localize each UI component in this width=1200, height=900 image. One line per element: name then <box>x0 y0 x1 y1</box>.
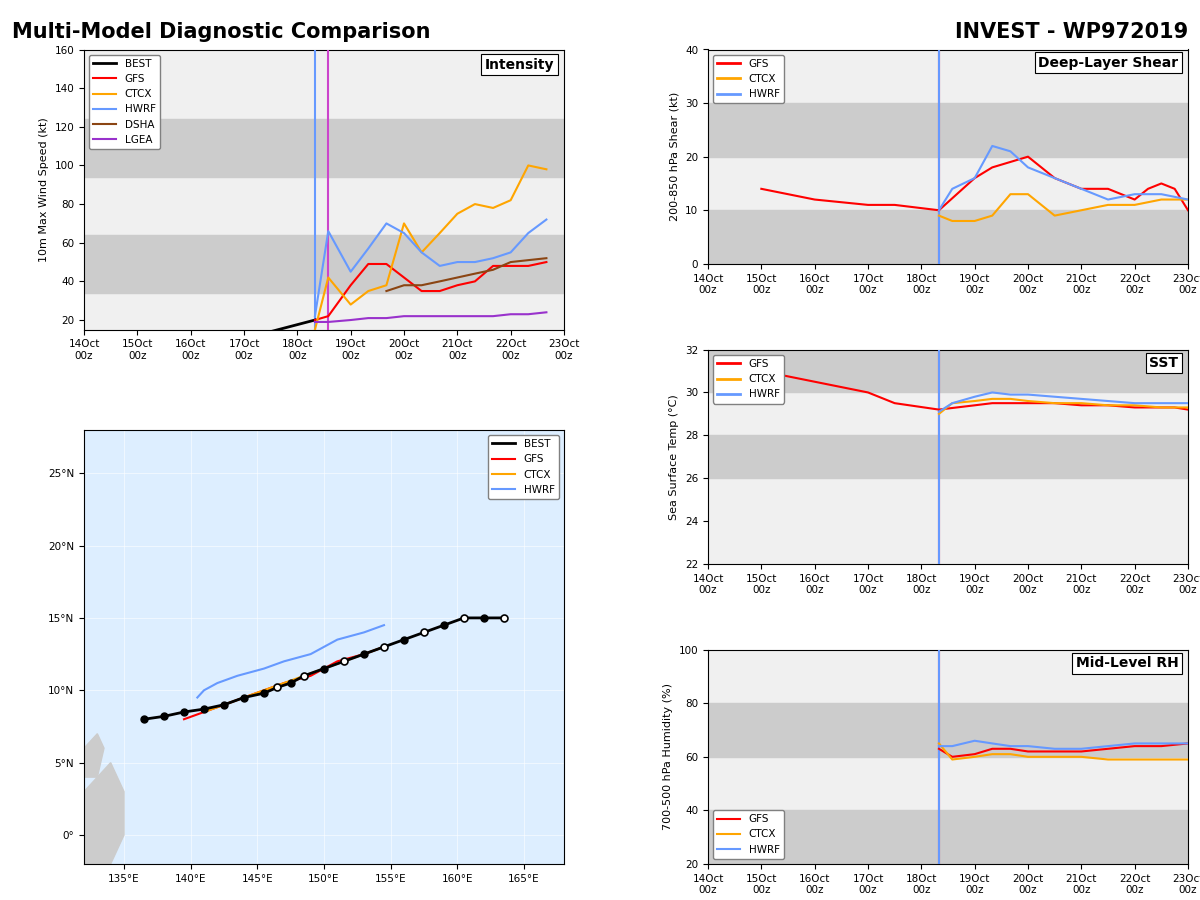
Polygon shape <box>84 734 104 777</box>
Legend: GFS, CTCX, HWRF: GFS, CTCX, HWRF <box>713 810 784 859</box>
Bar <box>708 703 1188 757</box>
Y-axis label: 200-850 hPa Shear (kt): 200-850 hPa Shear (kt) <box>670 92 679 221</box>
Y-axis label: 700-500 hPa Humidity (%): 700-500 hPa Humidity (%) <box>664 683 673 831</box>
Bar <box>708 349 1188 392</box>
Y-axis label: 10m Max Wind Speed (kt): 10m Max Wind Speed (kt) <box>38 117 49 262</box>
Text: SST: SST <box>1150 356 1178 370</box>
Bar <box>708 104 1188 157</box>
Text: Track: Track <box>512 443 554 456</box>
Text: CIRA: CIRA <box>16 868 48 882</box>
Bar <box>708 810 1188 864</box>
Text: Multi-Model Diagnostic Comparison: Multi-Model Diagnostic Comparison <box>12 22 431 42</box>
Text: INVEST - WP972019: INVEST - WP972019 <box>955 22 1188 42</box>
Bar <box>708 436 1188 478</box>
Text: Intensity: Intensity <box>485 58 554 72</box>
Bar <box>84 119 564 177</box>
Bar <box>84 235 564 293</box>
Legend: BEST, GFS, CTCX, HWRF: BEST, GFS, CTCX, HWRF <box>488 435 559 499</box>
Legend: BEST, GFS, CTCX, HWRF, DSHA, LGEA: BEST, GFS, CTCX, HWRF, DSHA, LGEA <box>89 55 160 149</box>
Legend: GFS, CTCX, HWRF: GFS, CTCX, HWRF <box>713 355 784 403</box>
Text: Deep-Layer Shear: Deep-Layer Shear <box>1038 56 1178 70</box>
Bar <box>708 211 1188 264</box>
Legend: GFS, CTCX, HWRF: GFS, CTCX, HWRF <box>713 55 784 104</box>
Text: Mid-Level RH: Mid-Level RH <box>1075 656 1178 670</box>
Polygon shape <box>84 762 124 864</box>
Y-axis label: Sea Surface Temp (°C): Sea Surface Temp (°C) <box>670 394 679 519</box>
